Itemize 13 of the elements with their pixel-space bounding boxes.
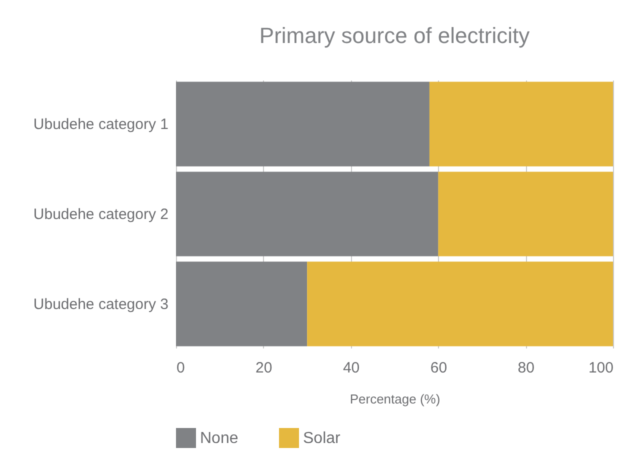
x-tick-label: 100 xyxy=(588,360,614,376)
x-tick-label: 80 xyxy=(518,360,534,376)
chart-title: Primary source of electricity xyxy=(259,23,530,48)
y-tick-label: Ubudehe category 2 xyxy=(33,206,168,223)
x-tick-label: 0 xyxy=(176,360,185,376)
y-tick-label: Ubudehe category 1 xyxy=(33,116,168,134)
y-tick-label: Ubudehe category 3 xyxy=(33,296,168,313)
x-tick-label: 20 xyxy=(256,360,272,376)
x-tick-label: 60 xyxy=(430,360,448,376)
legend-label: Solar xyxy=(303,430,342,447)
x-tick-label: 40 xyxy=(342,360,360,376)
legend-label: None xyxy=(200,430,238,447)
x-axis-title: Percentage (%) xyxy=(350,392,440,406)
